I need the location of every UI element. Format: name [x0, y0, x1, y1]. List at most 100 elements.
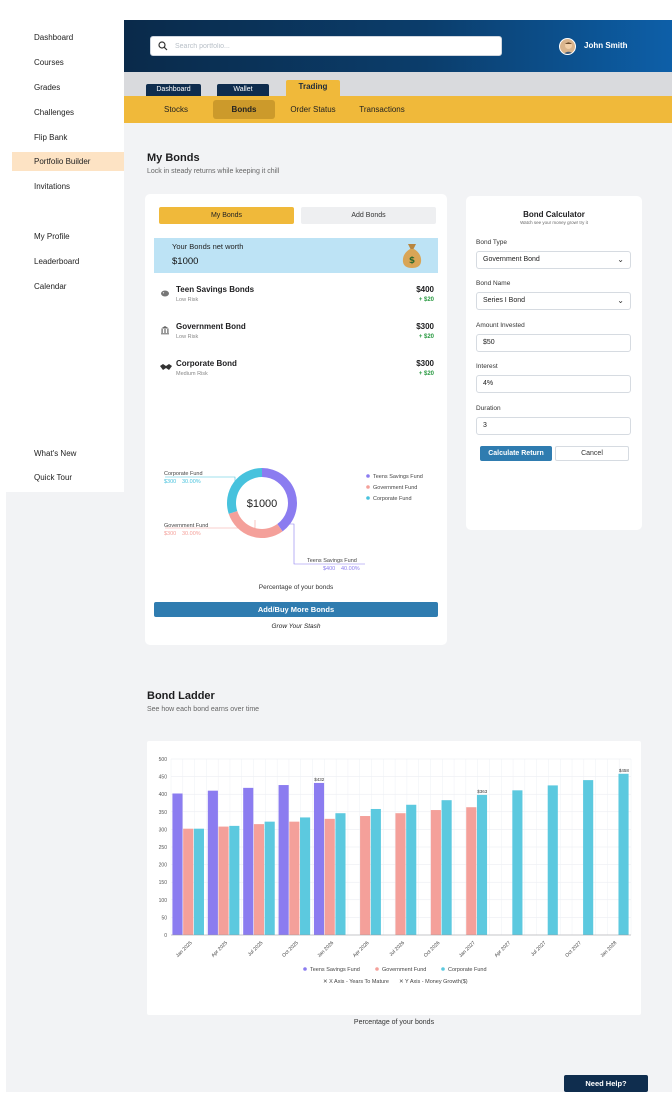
subtab-transactions[interactable]: Transactions — [359, 105, 405, 114]
bar-government-fund[interactable] — [253, 824, 265, 935]
need-help-button[interactable]: Need Help? — [564, 1075, 648, 1092]
bar-teens-savings-fund[interactable] — [313, 782, 325, 935]
bar-corporate-fund[interactable] — [618, 773, 629, 935]
tab-dashboard[interactable]: Dashboard — [146, 84, 201, 96]
sidebar-item-challenges[interactable]: Challenges — [34, 108, 75, 117]
sidebar-item-quick-tour[interactable]: Quick Tour — [34, 473, 73, 482]
bond-risk: Medium Risk — [176, 371, 208, 377]
subtab-stocks[interactable]: Stocks — [163, 105, 188, 114]
bar-government-fund[interactable] — [466, 807, 477, 935]
bond-row-teen-savings[interactable]: Teen Savings Bonds Low Risk $400 + $20 — [154, 284, 438, 314]
bar-corporate-fund[interactable] — [547, 785, 558, 935]
page-background — [6, 492, 124, 1092]
amount-invested-value: $50 — [483, 339, 495, 346]
sidebar-item-dashboard[interactable]: Dashboard — [34, 33, 74, 42]
networth-value: $1000 — [172, 256, 199, 267]
bond-amount: $300 — [416, 322, 434, 331]
interest-value: 4% — [483, 380, 494, 387]
bar-teens-savings-fund[interactable] — [172, 793, 183, 935]
duration-input[interactable]: 3 — [476, 417, 631, 435]
sidebar-item-flip-bank[interactable]: Flip Bank — [34, 133, 68, 142]
search-box[interactable] — [150, 36, 502, 56]
bond-name: Teen Savings Bonds — [176, 285, 255, 294]
bar-corporate-fund[interactable] — [583, 780, 594, 935]
networth-label: Your Bonds net worth — [172, 242, 244, 251]
subtab-bonds[interactable]: Bonds — [213, 100, 275, 119]
sidebar-item-whats-new[interactable]: What's New — [34, 449, 77, 458]
bond-type-select[interactable]: Government Bond ⌄ — [476, 251, 631, 269]
y-tick-label: 200 — [159, 863, 168, 869]
bar-corporate-fund[interactable] — [406, 804, 417, 935]
bar-teens-savings-fund[interactable] — [207, 790, 218, 935]
donut-caption: Percentage of your bonds — [259, 584, 334, 591]
bar-corporate-fund[interactable] — [300, 817, 311, 935]
bar-government-fund[interactable] — [218, 826, 229, 935]
cancel-button[interactable]: Cancel — [555, 446, 629, 461]
y-tick-label: 100 — [159, 898, 168, 904]
sidebar-item-grades[interactable]: Grades — [34, 83, 61, 92]
bar-government-fund[interactable] — [289, 821, 300, 935]
bar-corporate-fund[interactable] — [193, 828, 204, 935]
x-tick-label: Apr 2026 — [352, 940, 371, 959]
grow-your-stash-link[interactable]: Grow Your Stash — [271, 623, 321, 630]
callout-line-corporate — [165, 476, 236, 484]
bar-corporate-fund[interactable] — [229, 825, 240, 935]
handshake-icon — [160, 364, 172, 370]
sidebar: Dashboard Courses Grades Challenges Flip… — [0, 0, 124, 492]
avatar[interactable] — [559, 38, 576, 55]
bar-teens-savings-fund[interactable] — [243, 787, 254, 935]
sidebar-item-portfolio-builder[interactable]: Portfolio Builder — [12, 152, 124, 171]
tab-trading[interactable]: Trading — [286, 80, 340, 96]
sidebar-item-invitations[interactable]: Invitations — [34, 182, 71, 191]
bar-corporate-fund[interactable] — [335, 813, 346, 935]
sidebar-item-leaderboard[interactable]: Leaderboard — [34, 257, 80, 266]
subtab-order-status[interactable]: Order Status — [290, 105, 336, 114]
my-bonds-subtitle: Lock in steady returns while keeping it … — [147, 168, 280, 175]
bond-gain: + $20 — [418, 371, 434, 377]
x-tick-label: Oct 2026 — [423, 940, 442, 959]
bond-type-value: Government Bond — [483, 256, 540, 263]
legend-label: Teens Savings Fund — [373, 474, 423, 480]
y-tick-label: 50 — [161, 915, 167, 921]
bar-government-fund[interactable] — [324, 818, 335, 935]
toggle-my-bonds[interactable]: My Bonds — [159, 207, 294, 224]
bar-corporate-fund[interactable] — [441, 800, 452, 935]
bond-name-select[interactable]: Series I Bond ⌄ — [476, 292, 631, 310]
donut-legend: Teens Savings Fund Government Fund Corpora… — [366, 474, 423, 502]
legend-swatch — [366, 474, 370, 478]
top-bar: John Smith — [124, 20, 672, 72]
bar-value-label: $432 — [314, 777, 325, 782]
bar-corporate-fund[interactable] — [476, 794, 488, 935]
bond-row-government[interactable]: Government Bond Low Risk $300 + $20 — [154, 321, 438, 351]
y-tick-label: 300 — [159, 827, 168, 833]
sidebar-item-my-profile[interactable]: My Profile — [34, 232, 70, 241]
tab-wallet[interactable]: Wallet — [217, 84, 269, 96]
calculator-title: Bond Calculator — [523, 210, 585, 219]
toggle-add-bonds[interactable]: Add Bonds — [301, 207, 436, 224]
interest-input[interactable]: 4% — [476, 375, 631, 393]
donut-slice-teens — [262, 468, 297, 532]
sidebar-item-courses[interactable]: Courses — [34, 58, 64, 67]
sidebar-item-calendar[interactable]: Calendar — [34, 282, 67, 291]
x-tick-label: Jan 2026 — [316, 940, 335, 959]
callout-line-government — [165, 520, 256, 529]
bar-corporate-fund[interactable] — [370, 808, 381, 935]
piggy-icon — [161, 290, 169, 297]
bond-calculator-card: Bond Calculator Watch see your money gro… — [466, 196, 642, 530]
amount-invested-input[interactable]: $50 — [476, 334, 631, 352]
calculator-subtitle: Watch see your money grow! try it — [520, 220, 588, 225]
bar-government-fund[interactable] — [183, 828, 194, 935]
bar-government-fund[interactable] — [430, 810, 441, 935]
bar-government-fund[interactable] — [395, 813, 406, 935]
bar-corporate-fund[interactable] — [264, 821, 275, 935]
bar-teens-savings-fund[interactable] — [278, 785, 289, 935]
bar-corporate-fund[interactable] — [512, 790, 523, 935]
bond-row-corporate[interactable]: Corporate Bond Medium Risk $300 + $20 — [154, 358, 438, 388]
bar-government-fund[interactable] — [360, 816, 371, 935]
search-input[interactable] — [175, 40, 495, 53]
add-buy-bonds-button[interactable]: Add/Buy More Bonds — [154, 602, 438, 617]
bond-amount: $400 — [416, 285, 434, 294]
y-tick-label: 450 — [159, 775, 168, 781]
calculate-return-button[interactable]: Calculate Return — [480, 446, 552, 461]
user-name[interactable]: John Smith — [584, 41, 628, 50]
